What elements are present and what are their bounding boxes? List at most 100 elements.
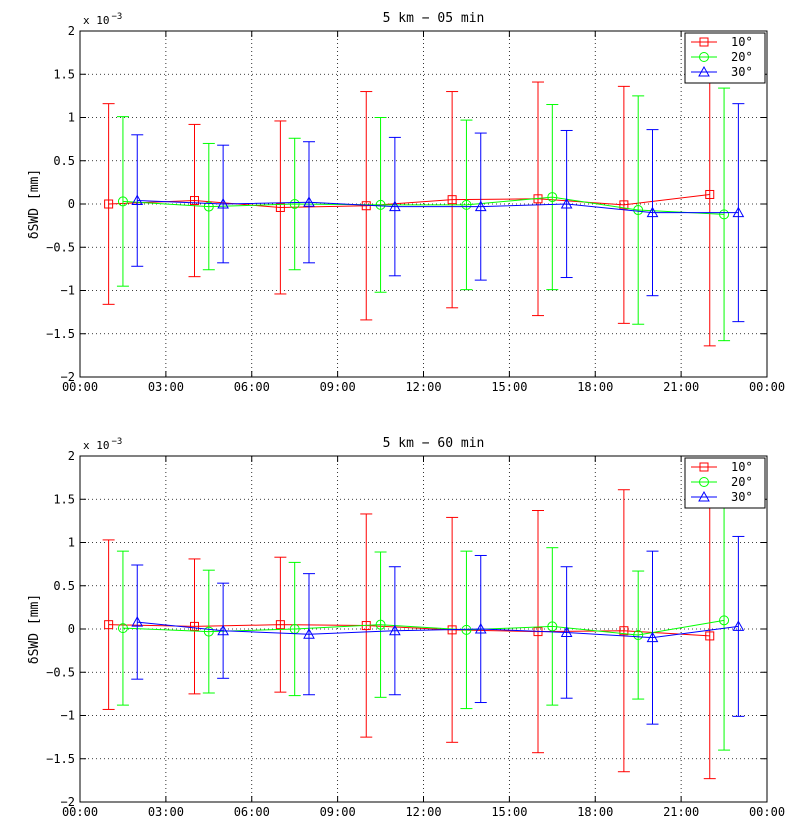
data-point — [217, 624, 229, 636]
series-2 — [116, 87, 731, 342]
data-point — [275, 620, 285, 630]
x-tick-label: 06:00 — [234, 805, 270, 819]
series-line — [137, 200, 739, 214]
data-point — [131, 194, 144, 206]
legend-label: 30° — [731, 65, 753, 79]
x-tick-label: 00:00 — [749, 380, 785, 394]
y-tick-label: 0.5 — [53, 579, 75, 593]
x-tick-label: 06:00 — [234, 380, 270, 394]
data-point — [217, 197, 229, 209]
data-point — [190, 196, 199, 206]
y-tick-label: 1 — [68, 536, 75, 550]
y-tick-label: 0 — [68, 622, 75, 636]
data-point — [275, 202, 285, 212]
chart-panel-1: 00:00 03:00 06:00 09:00 12:00 15:00 18:00 21:00… — [27, 11, 785, 394]
x-tick-label: 03:00 — [148, 380, 184, 394]
y-tick-label: −1.5 — [46, 752, 75, 766]
x-tick-label: 09:00 — [320, 380, 356, 394]
y-tick-label: 0.5 — [53, 154, 75, 168]
data-point — [560, 197, 573, 209]
data-point — [619, 626, 629, 636]
series-line — [137, 621, 739, 639]
series-1 — [102, 42, 716, 347]
legend-label: 20° — [731, 475, 753, 489]
y-tick-label: −1 — [61, 284, 75, 298]
legend: 10°20°30° — [684, 457, 766, 509]
data-point — [633, 205, 644, 216]
data-point — [303, 628, 315, 639]
chart-title: 5 km − 05 min — [383, 11, 485, 26]
y-axis-label: δSWD [mm] — [27, 594, 42, 664]
data-point — [117, 196, 128, 207]
data-point — [732, 206, 745, 218]
y-exponent-base: x 10 — [83, 14, 110, 27]
data-point — [104, 620, 114, 630]
x-tick-label: 15:00 — [491, 380, 527, 394]
legend-label: 30° — [731, 490, 753, 504]
chart-panel-2: 00:00 03:00 06:00 09:00 12:00 15:00 18:00 21:00… — [27, 436, 785, 819]
y-tick-label: 1 — [68, 111, 75, 125]
data-point — [389, 200, 401, 212]
data-point — [289, 199, 300, 209]
y-tick-label: −2 — [61, 795, 75, 809]
data-point — [375, 199, 386, 210]
legend-marker — [698, 490, 710, 502]
legend-label: 20° — [731, 50, 753, 64]
data-point — [203, 201, 214, 212]
y-tick-label: 1.5 — [53, 492, 75, 506]
x-tick-label: 18:00 — [577, 805, 613, 819]
data-point — [474, 200, 487, 212]
data-point — [117, 623, 128, 634]
y-tick-label: −2 — [61, 370, 75, 384]
y-exponent-power: −3 — [112, 12, 123, 22]
data-point — [375, 619, 386, 630]
legend-marker — [699, 477, 709, 487]
data-point — [560, 626, 573, 637]
legend: 10°20°30° — [684, 32, 766, 84]
data-point — [190, 621, 199, 631]
data-point — [705, 631, 715, 641]
x-tick-label: 18:00 — [577, 380, 613, 394]
data-point — [732, 620, 745, 631]
series-2 — [116, 490, 731, 751]
x-tick-label: 12:00 — [405, 380, 441, 394]
y-exponent-label: x 10 −3 — [83, 12, 122, 27]
legend-box — [684, 32, 766, 84]
y-tick-label: −1.5 — [46, 327, 75, 341]
x-tick-label: 09:00 — [320, 805, 356, 819]
y-tick-label: −0.5 — [46, 665, 75, 679]
data-point — [547, 192, 558, 203]
data-point — [719, 209, 730, 220]
y-tick-label: 2 — [68, 449, 75, 463]
y-tick-label: 2 — [68, 24, 75, 38]
data-point — [131, 616, 144, 627]
y-exponent-label: x 10 −3 — [83, 437, 122, 452]
x-tick-label: 00:00 — [62, 805, 98, 819]
data-point — [447, 195, 457, 205]
data-point — [474, 622, 487, 634]
series-3 — [131, 103, 745, 323]
data-point — [389, 624, 401, 636]
data-point — [633, 630, 644, 641]
legend-label: 10° — [731, 35, 753, 49]
data-point — [303, 196, 315, 207]
x-tick-label: 21:00 — [663, 380, 699, 394]
chart-title: 5 km − 60 min — [383, 436, 485, 451]
data-point — [461, 199, 472, 210]
legend-marker — [699, 52, 709, 62]
data-point — [104, 199, 114, 209]
data-point — [203, 626, 214, 637]
y-tick-label: −0.5 — [46, 240, 75, 254]
x-tick-label: 03:00 — [148, 805, 184, 819]
y-axis-label: δSWD [mm] — [27, 169, 42, 239]
y-tick-label: −1 — [61, 709, 75, 723]
data-point — [619, 200, 629, 210]
y-exponent-power: −3 — [112, 437, 123, 447]
x-tick-label: 12:00 — [405, 805, 441, 819]
legend-marker — [699, 37, 709, 47]
x-tick-label: 21:00 — [663, 805, 699, 819]
data-point — [719, 615, 730, 626]
legend-marker — [698, 65, 710, 77]
series-3 — [131, 535, 745, 725]
data-point — [705, 189, 715, 199]
